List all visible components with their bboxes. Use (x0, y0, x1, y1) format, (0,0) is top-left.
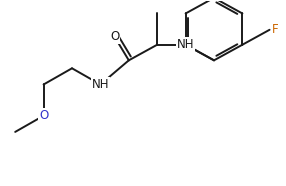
Text: O: O (110, 30, 119, 43)
Text: NH: NH (177, 38, 194, 51)
Text: NH: NH (92, 78, 109, 91)
Text: O: O (39, 109, 48, 122)
Text: F: F (272, 23, 279, 36)
